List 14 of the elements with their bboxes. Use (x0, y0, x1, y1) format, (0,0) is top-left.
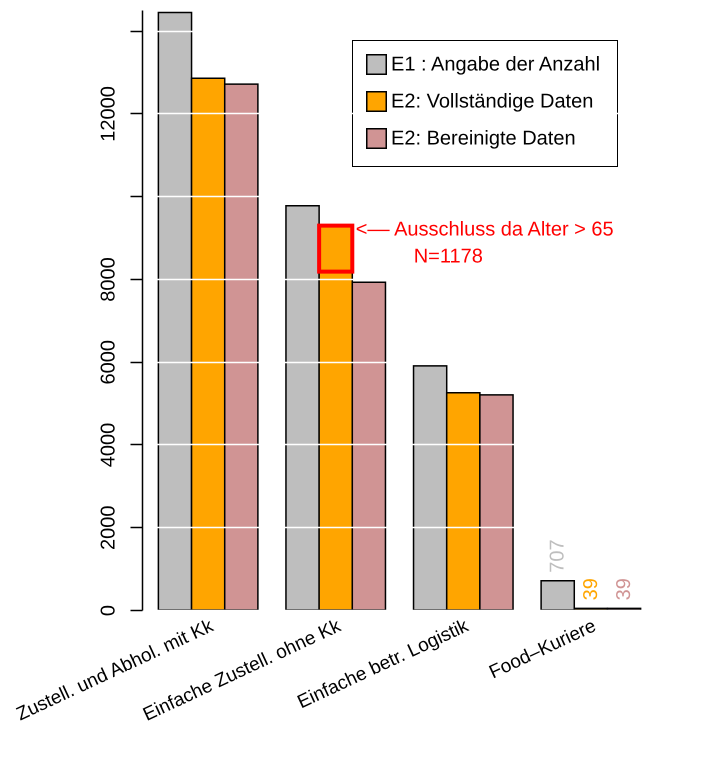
legend-label: E1 : Angabe der Anzahl (391, 54, 600, 76)
y-tick-label: 6000 (98, 340, 120, 384)
y-tick-label: 12000 (98, 86, 120, 142)
y-tick-label: 8000 (98, 257, 120, 302)
legend-label: E2: Vollständige Daten (391, 90, 594, 112)
y-tick-label: 0 (98, 604, 120, 616)
data-label: 707 (546, 539, 569, 573)
data-label: 39 (580, 578, 602, 600)
data-label: 39 (613, 578, 636, 600)
annotation: <–– Ausschluss da Alter > 65 (356, 218, 614, 241)
legend-label: E2: Bereinigte Daten (391, 128, 576, 150)
annotation: N=1178 (414, 246, 483, 268)
y-tick-label: 4000 (98, 422, 120, 468)
y-tick-label: 2000 (98, 505, 120, 550)
